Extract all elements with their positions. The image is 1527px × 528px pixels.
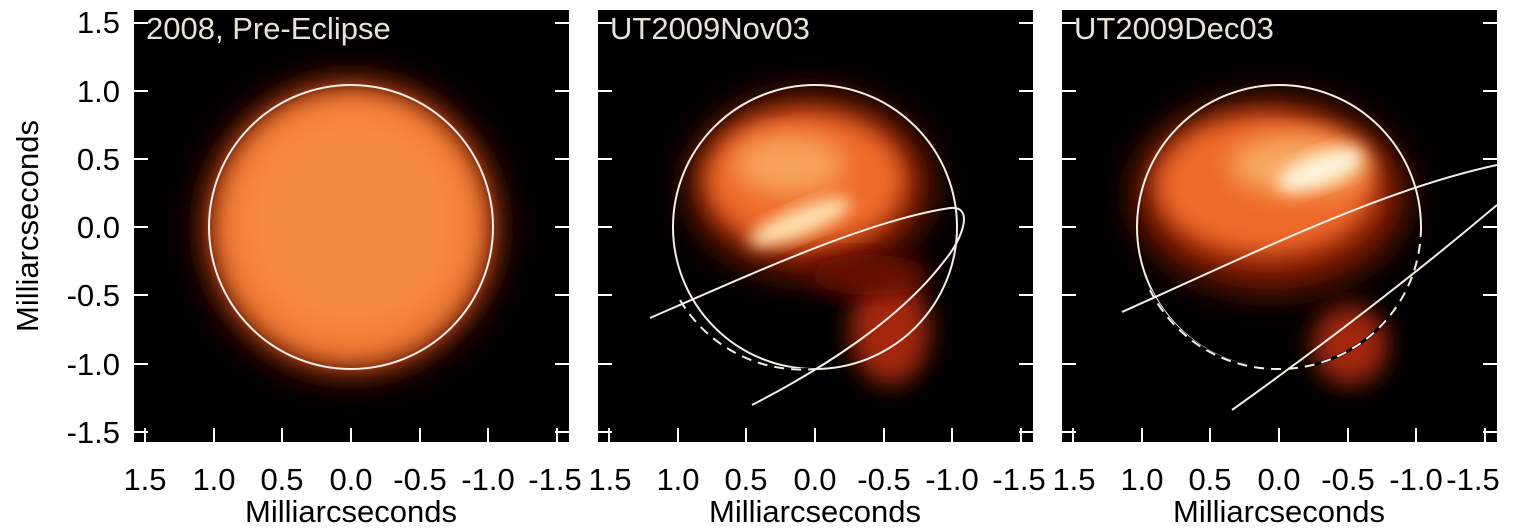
eclipsing-orbit-upper (1121, 164, 1497, 313)
disk-outline-dashed (1148, 226, 1423, 371)
y-tick-label: 1.5 (77, 5, 120, 40)
x-tick-label: -0.5 (1321, 462, 1374, 497)
eclipsing-orbit (649, 206, 965, 406)
y-tick-label: 0.5 (77, 142, 120, 177)
panel-nov03: UT2009Nov03 (598, 10, 1033, 442)
hot-spot (1277, 148, 1363, 192)
x-tick-label: -1.5 (1446, 462, 1499, 497)
x-tick-label: 0.0 (1257, 462, 1300, 497)
panel-dec03: UT2009Dec03 (1062, 10, 1497, 442)
x-tick-label: -1.0 (925, 462, 978, 497)
x-tick-label: -0.5 (393, 462, 446, 497)
disk-emission-bright (735, 135, 845, 195)
x-tick-label: 0.5 (724, 462, 767, 497)
y-tick-label: -1.5 (67, 415, 120, 450)
lower-blob (1312, 305, 1388, 385)
x-tick-labels-panel-1: 1.5 1.0 0.5 0.0 -0.5 -1.0 -1.5 (123, 462, 581, 497)
panel-title: UT2009Nov03 (610, 11, 810, 46)
disk-outline-dashed (679, 299, 816, 371)
x-tick-label: -0.5 (857, 462, 910, 497)
panel-title: 2008, Pre-Eclipse (146, 11, 391, 46)
y-tick-label: 0.0 (77, 210, 120, 245)
panel-ticks (134, 22, 569, 442)
x-tick-label: 1.5 (588, 462, 631, 497)
x-tick-label: 1.0 (192, 462, 235, 497)
x-tick-label: 1.5 (123, 462, 166, 497)
x-tick-label: 0.0 (793, 462, 836, 497)
panel-ticks (598, 22, 1033, 442)
x-tick-label: -1.5 (992, 462, 1045, 497)
y-tick-labels: 1.5 1.0 0.5 0.0 -0.5 -1.0 -1.5 (67, 5, 120, 450)
stellar-disk-core (241, 112, 461, 332)
lower-arc (810, 255, 930, 295)
x-tick-label: -1.5 (528, 462, 581, 497)
y-tick-label: -0.5 (67, 278, 120, 313)
panel-title: UT2009Dec03 (1074, 11, 1274, 46)
hot-spot (748, 197, 852, 247)
x-tick-labels-panel-3: 1.5 1.0 0.5 0.0 -0.5 -1.0 -1.5 (1052, 462, 1499, 497)
x-tick-label: 0.5 (1188, 462, 1231, 497)
x-tick-label: -1.0 (1389, 462, 1442, 497)
x-axis-label: Milliarcseconds (245, 494, 457, 528)
x-tick-label: 1.0 (656, 462, 699, 497)
y-tick-label: 1.0 (77, 74, 120, 109)
x-tick-label: -1.0 (461, 462, 514, 497)
y-tick-label: -1.0 (67, 347, 120, 382)
x-tick-labels-panel-2: 1.5 1.0 0.5 0.0 -0.5 -1.0 -1.5 (588, 462, 1045, 497)
x-tick-label: 0.0 (329, 462, 372, 497)
x-tick-label: 1.5 (1052, 462, 1095, 497)
disk-outline (208, 84, 494, 370)
panel-ticks (1062, 22, 1497, 442)
x-tick-label: 0.5 (260, 462, 303, 497)
panel-pre-eclipse: 2008, Pre-Eclipse (134, 10, 569, 442)
x-axis-label: Milliarcseconds (709, 494, 921, 528)
x-axis-label: Milliarcseconds (1173, 494, 1385, 528)
eclipsing-orbit-lower (1231, 204, 1497, 411)
x-tick-label: 1.0 (1120, 462, 1163, 497)
y-axis-label: Milliarcseconds (10, 120, 45, 332)
